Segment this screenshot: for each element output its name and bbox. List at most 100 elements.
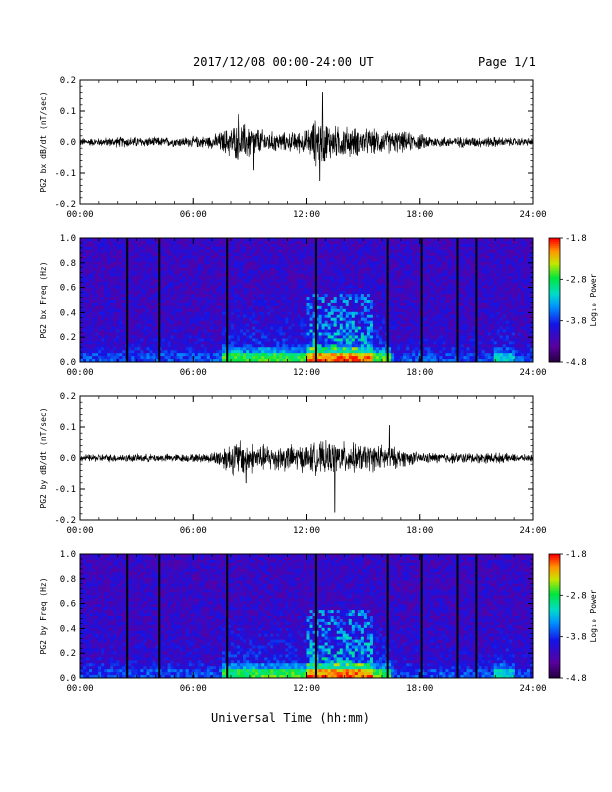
spectrogram-cell: [264, 261, 268, 265]
spectrogram-cell: [375, 282, 380, 286]
spectrogram-cell: [258, 323, 262, 327]
spectrogram-cell: [324, 314, 329, 319]
spectrogram-cell: [279, 258, 283, 263]
spectrogram-cell: [212, 311, 217, 316]
spectrogram-cell: [89, 341, 93, 345]
spectrogram-cell: [394, 323, 398, 327]
spectrogram-cell: [427, 302, 431, 307]
spectrogram-cell: [339, 317, 344, 322]
spectrogram-cell: [107, 240, 111, 245]
spectrogram-cell: [197, 240, 202, 245]
spectrogram-cell: [366, 347, 371, 351]
spectrogram-cell: [167, 314, 171, 319]
spectrogram-cell: [336, 249, 341, 254]
spectrogram-cell: [110, 294, 114, 298]
spectrogram-cell: [137, 252, 141, 257]
spectrogram-cell: [243, 347, 247, 351]
spectrogram-cell: [215, 288, 220, 292]
spectrogram-cell: [261, 305, 265, 310]
spectrogram-cell: [330, 279, 335, 283]
spectrogram-cell: [137, 344, 141, 348]
spectrogram-cell: [255, 252, 259, 257]
spectrogram-cell: [412, 305, 416, 310]
spectrogram-cell: [149, 344, 153, 348]
spectrogram-cell: [382, 264, 386, 268]
spectrogram-cell: [318, 350, 322, 354]
spectrogram-cell: [267, 308, 271, 313]
spectrogram-cell: [267, 291, 271, 295]
spectrogram-cell: [246, 279, 250, 283]
spectrogram-cell: [194, 300, 199, 304]
spectrogram-cell: [309, 249, 313, 254]
spectrogram-cell: [86, 270, 90, 274]
spectrogram-cell: [300, 302, 304, 307]
spectrogram-cell: [89, 261, 93, 265]
spectrogram-cell: [412, 353, 416, 357]
spectrogram-cell: [246, 332, 250, 336]
spectrogram-cell: [185, 291, 190, 295]
spectrogram-cell: [327, 323, 332, 327]
spectrogram-cell: [342, 291, 347, 295]
spectrogram-cell: [421, 261, 425, 265]
spectrogram-cell: [421, 270, 425, 274]
spectrogram-cell: [146, 264, 150, 268]
spectrogram-cell: [104, 288, 108, 292]
spectrogram-cell: [237, 249, 241, 254]
spectrogram-cell: [357, 326, 362, 330]
spectrogram-cell: [388, 270, 392, 274]
spectrogram-cell: [339, 335, 344, 339]
spectrogram-cell: [182, 246, 187, 251]
spectrogram-cell: [294, 240, 298, 245]
spectrogram-cell: [209, 243, 214, 248]
spectrogram-cell: [258, 308, 262, 313]
spectrogram-cell: [255, 326, 259, 330]
spectrogram-cell: [155, 341, 159, 345]
spectrogram-cell: [89, 344, 93, 348]
spectrogram-cell: [173, 308, 178, 313]
spectrogram-cell: [176, 305, 181, 310]
spectrogram-cell: [173, 291, 178, 295]
spectrogram-cell: [243, 356, 247, 360]
spectrogram-cell: [366, 329, 371, 333]
spectrogram-cell: [237, 243, 241, 248]
spectrogram-cell: [330, 297, 335, 301]
spectrogram-cell: [300, 338, 304, 342]
spectrogram-cell: [391, 326, 395, 330]
spectrogram-cell: [427, 320, 431, 325]
spectrogram-cell: [218, 294, 223, 298]
spectrogram-cell: [336, 270, 341, 274]
spectrogram-cell: [161, 311, 165, 316]
spectrogram-cell: [128, 276, 132, 280]
spectrogram-cell: [279, 264, 283, 268]
spectrogram-cell: [382, 291, 386, 295]
spectrogram-cell: [188, 264, 193, 268]
spectrogram-cell: [116, 305, 120, 310]
spectrogram-cell: [95, 282, 99, 286]
spectrogram-cell: [161, 282, 165, 286]
spectrogram-cell: [255, 297, 259, 301]
spectrogram-cell: [212, 282, 217, 286]
spectrogram-cell: [255, 341, 259, 345]
spectrogram-cell: [345, 308, 350, 313]
spectrogram-cell: [369, 341, 374, 345]
spectrogram-cell: [258, 267, 262, 271]
spectrogram-cell: [366, 238, 371, 242]
spectrogram-cell: [264, 350, 268, 354]
spectrogram-cell: [83, 255, 87, 260]
spectrogram-cell: [243, 238, 247, 242]
spectrogram-cell: [333, 243, 338, 248]
spectrogram-cell: [110, 311, 114, 316]
spectrogram-cell: [394, 255, 398, 260]
spectrogram-cell: [285, 356, 289, 360]
spectrogram-cell: [227, 359, 232, 363]
spectrogram-cell: [291, 297, 295, 301]
spectrogram-cell: [282, 285, 286, 289]
spectrogram-cell: [270, 305, 274, 310]
spectrogram-cell: [243, 353, 247, 357]
spectrogram-cell: [397, 273, 401, 277]
spectrogram-cell: [170, 314, 175, 319]
spectrogram-cell: [170, 273, 175, 277]
spectrogram-cell: [218, 276, 223, 280]
spectrogram-cell: [176, 267, 181, 271]
spectrogram-cell: [342, 305, 347, 310]
